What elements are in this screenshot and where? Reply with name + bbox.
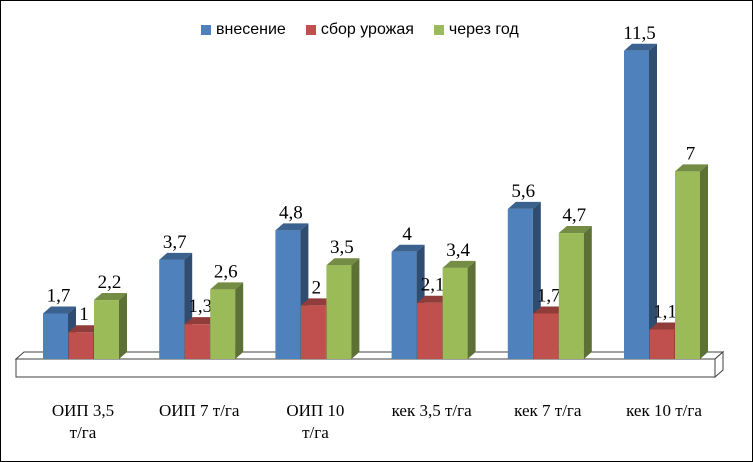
bar-front — [442, 267, 468, 359]
bar-side — [119, 293, 127, 359]
bar-front — [275, 230, 301, 359]
data-label-сбор-урожая-6: 1,1 — [653, 302, 677, 323]
bar-top — [442, 260, 476, 268]
bar-через-год-2 — [210, 282, 244, 359]
data-label-через-год-3: 3,5 — [330, 237, 354, 258]
bar-front — [624, 50, 649, 360]
data-label-через-год-6: 7 — [686, 143, 696, 164]
bar-top — [210, 282, 244, 290]
bar-side — [235, 282, 244, 359]
bar-top — [417, 295, 451, 303]
data-label-сбор-урожая-1: 1 — [79, 304, 89, 325]
bar-front — [300, 305, 326, 359]
category-label-3: ОИП 10 т/га — [286, 401, 344, 442]
legend-label-sbor-urozhaya: сбор урожая — [320, 21, 414, 38]
bar-top — [675, 164, 708, 172]
bar-front — [533, 313, 559, 359]
legend-item-cherez-god: через год — [433, 21, 519, 39]
bar-front — [210, 289, 236, 359]
bar-side — [351, 258, 360, 359]
data-label-внесение-1: 1,7 — [47, 285, 71, 306]
bar-top — [533, 306, 567, 314]
bar-side — [700, 164, 708, 359]
bar-top — [624, 43, 657, 51]
data-label-внесение-3: 4,8 — [279, 202, 303, 223]
bar-front — [507, 208, 533, 359]
legend-item-sbor-urozhaya: сбор урожая — [305, 21, 414, 39]
bar-top — [558, 226, 592, 234]
bar-top — [94, 293, 127, 301]
data-label-сбор-урожая-5: 1,7 — [537, 285, 561, 306]
bar-через-год-1 — [94, 293, 127, 359]
data-label-внесение-2: 3,7 — [163, 232, 187, 253]
bar-front — [649, 329, 675, 359]
bar-front — [184, 324, 210, 359]
bar-через-год-3 — [326, 258, 360, 359]
category-label-1: ОИП 3,5 т/га — [52, 401, 114, 442]
chart-floor-side — [714, 350, 724, 379]
bar-front — [558, 233, 584, 359]
legend-swatch-vnesenie — [201, 25, 211, 35]
bar-front — [391, 251, 417, 359]
data-label-через-год-4: 3,4 — [446, 240, 470, 261]
bar-top — [326, 258, 360, 266]
bar-front — [417, 302, 443, 359]
bar-top — [184, 317, 218, 325]
legend-swatch-cherez-god — [433, 25, 444, 35]
bar-через-год-4 — [442, 260, 476, 359]
bar-top — [300, 298, 334, 306]
legend-item-vnesenie: внесение — [201, 21, 286, 39]
category-label-4: кек 3,5 т/га — [392, 401, 473, 420]
bar-front — [68, 332, 94, 359]
bar-front — [159, 259, 185, 359]
legend-label-cherez-god: через год — [448, 21, 519, 38]
bar-top — [507, 201, 541, 209]
bar-front — [43, 313, 68, 359]
bar-top — [43, 306, 76, 314]
data-label-внесение-5: 5,6 — [511, 181, 535, 202]
bar-top — [649, 322, 683, 330]
bar-side — [649, 43, 657, 360]
bar-top — [391, 244, 425, 252]
data-label-сбор-урожая-2: 1,3 — [188, 296, 212, 317]
bar-top — [275, 223, 309, 231]
legend-label-vnesenie: внесение — [216, 21, 286, 38]
data-label-сбор-урожая-4: 2,1 — [421, 275, 445, 296]
data-label-внесение-6: 11,5 — [623, 23, 656, 44]
category-label-2: ОИП 7 т/га — [159, 401, 240, 420]
bar-через-год-5 — [558, 226, 592, 359]
bar-side — [467, 260, 476, 359]
bar-внесение-1 — [43, 306, 76, 359]
chart-floor-front — [15, 358, 716, 378]
bar-top — [159, 252, 193, 260]
data-label-через-год-2: 2,6 — [214, 261, 238, 282]
bar-front — [94, 300, 119, 359]
data-label-внесение-4: 4 — [402, 224, 412, 245]
legend-swatch-sbor-urozhaya — [305, 25, 316, 35]
bar-через-год-6 — [675, 164, 708, 359]
bar-front — [675, 171, 700, 359]
data-label-сбор-урожая-3: 2 — [312, 277, 322, 298]
bar-top — [68, 325, 102, 333]
bar-front — [326, 265, 352, 359]
category-label-5: кек 7 т/га — [514, 401, 582, 420]
chart-legend: внесение сбор урожая через год — [201, 21, 519, 39]
data-label-через-год-1: 2,2 — [98, 272, 122, 293]
bar-внесение-6 — [624, 43, 657, 360]
bar-side — [583, 226, 592, 359]
data-label-через-год-5: 4,7 — [562, 205, 586, 226]
category-label-6: кек 10 т/га — [626, 401, 702, 420]
